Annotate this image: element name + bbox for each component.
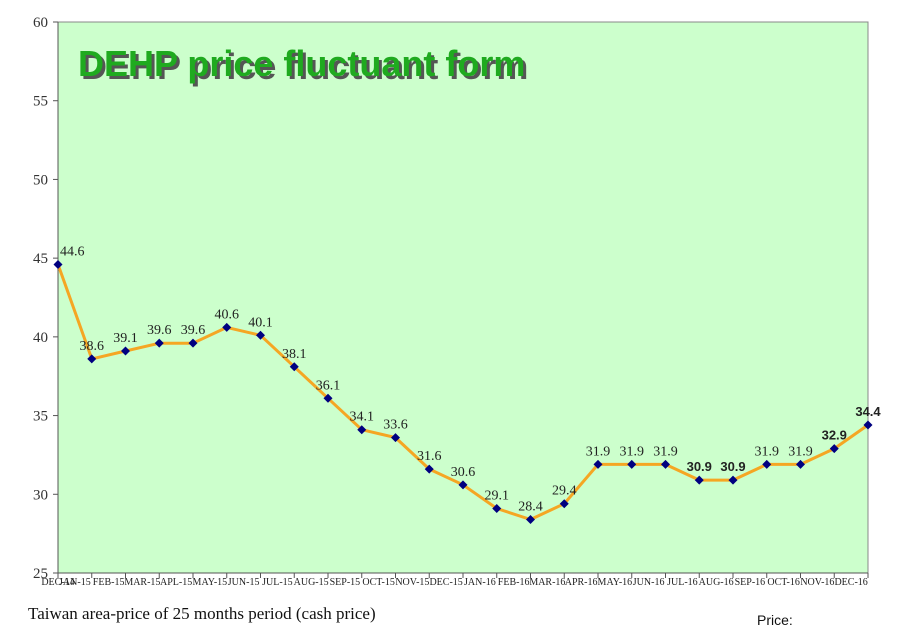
data-point (829, 444, 839, 454)
data-points (53, 259, 873, 524)
data-point (796, 459, 805, 469)
x-tick-label: SEP-16 (735, 577, 766, 588)
data-label: 31.9 (788, 444, 813, 459)
y-tick-label: 50 (33, 172, 48, 188)
x-tick-label: JAN-16 (464, 577, 496, 588)
x-tick-label: JUL-16 (667, 577, 698, 588)
data-point (559, 499, 569, 509)
data-label: 31.6 (417, 449, 442, 464)
data-label: 34.4 (855, 404, 881, 419)
data-label: 30.6 (451, 465, 476, 480)
data-point (762, 459, 772, 469)
data-label: 31.9 (586, 444, 611, 459)
data-label: 40.1 (248, 315, 273, 330)
data-label: 44.6 (60, 244, 85, 259)
data-point (458, 480, 468, 490)
data-label: 39.1 (113, 331, 138, 346)
data-point (627, 459, 637, 469)
data-point (391, 433, 400, 443)
chart-title-shadow: DEHP price fluctuant form (81, 46, 528, 87)
x-tick-label: MAY-15 (193, 577, 228, 588)
y-tick-label: 55 (33, 94, 48, 110)
x-tick-label: APR-16 (565, 577, 598, 588)
y-tick-label: 60 (33, 15, 48, 31)
data-labels: 44.6 38.6 39.1 39.6 39.6 40.6 40.1 38.1 36.1 34.1… (60, 244, 881, 514)
y-tick-label: 45 (33, 251, 48, 267)
data-point (863, 420, 873, 430)
x-tick-label: FEB-15 (93, 577, 125, 588)
data-label: 32.9 (822, 428, 847, 443)
data-label: 39.6 (181, 323, 206, 338)
data-label: 33.6 (383, 418, 408, 433)
data-point (188, 338, 198, 348)
data-label: 38.1 (282, 347, 307, 362)
data-point (87, 354, 97, 364)
x-tick-label: OCT-16 (767, 577, 799, 588)
data-point (289, 362, 299, 372)
data-point (694, 475, 704, 485)
data-point (424, 464, 434, 474)
x-tick-label: MAR-15 (124, 577, 160, 588)
data-point (593, 459, 603, 469)
x-tick-label: AUG-16 (699, 577, 734, 588)
x-tick-label: NOV-15 (395, 577, 429, 588)
x-tick-label: SEP-15 (330, 577, 361, 588)
y-tick-label: 30 (33, 487, 48, 503)
data-label: 31.9 (653, 444, 678, 459)
data-point (256, 330, 265, 340)
x-tick-label: JAN-15 (59, 577, 91, 588)
data-point (323, 393, 333, 403)
data-point (121, 346, 130, 356)
data-label: 34.1 (350, 410, 375, 425)
chart-title: DEHP price fluctuant form (78, 43, 525, 84)
y-tick-label: 40 (33, 330, 48, 346)
y-tick-label: 25 (33, 566, 48, 582)
data-label: 30.9 (687, 459, 712, 474)
data-point (492, 503, 502, 513)
x-tick-label: MAR-16 (529, 577, 565, 588)
x-tick-label: FEB-16 (498, 577, 530, 588)
x-tick-label: NOV-16 (800, 577, 834, 588)
data-label: 29.4 (552, 484, 577, 499)
x-tick-label: DEC-15 (429, 577, 462, 588)
data-label: 36.1 (316, 378, 341, 393)
x-tick-label: DEC-16 (834, 577, 867, 588)
data-label: 38.6 (80, 339, 105, 354)
data-point (728, 475, 738, 485)
data-point (526, 514, 535, 524)
price-label: Price: (757, 612, 793, 628)
data-point (222, 322, 232, 332)
y-axis: 25 30 35 40 45 50 55 60 (33, 15, 59, 582)
x-tick-label: JUN-16 (633, 577, 665, 588)
data-label: 28.4 (518, 499, 543, 514)
x-tick-label: DEC-14 (41, 577, 74, 588)
data-point (357, 425, 367, 435)
data-label: 40.6 (215, 307, 240, 322)
plot-area (57, 21, 869, 574)
data-label: 31.9 (620, 444, 645, 459)
data-label: 39.6 (147, 323, 172, 338)
x-tick-label: APL-15 (160, 577, 192, 588)
data-point (661, 459, 670, 469)
x-tick-label: MAY-16 (598, 577, 633, 588)
x-tick-label: AUG-15 (294, 577, 329, 588)
data-label: 31.9 (755, 444, 780, 459)
chart-caption: Taiwan area-price of 25 months period (c… (28, 604, 376, 623)
y-tick-label: 35 (33, 409, 48, 425)
data-point (154, 338, 164, 348)
data-point (53, 259, 63, 269)
x-tick-label: JUL-15 (262, 577, 293, 588)
x-tick-label: JUN-15 (228, 577, 260, 588)
data-label: 29.1 (485, 488, 510, 503)
data-label: 30.9 (720, 459, 745, 474)
x-tick-label: OCT-15 (362, 577, 394, 588)
